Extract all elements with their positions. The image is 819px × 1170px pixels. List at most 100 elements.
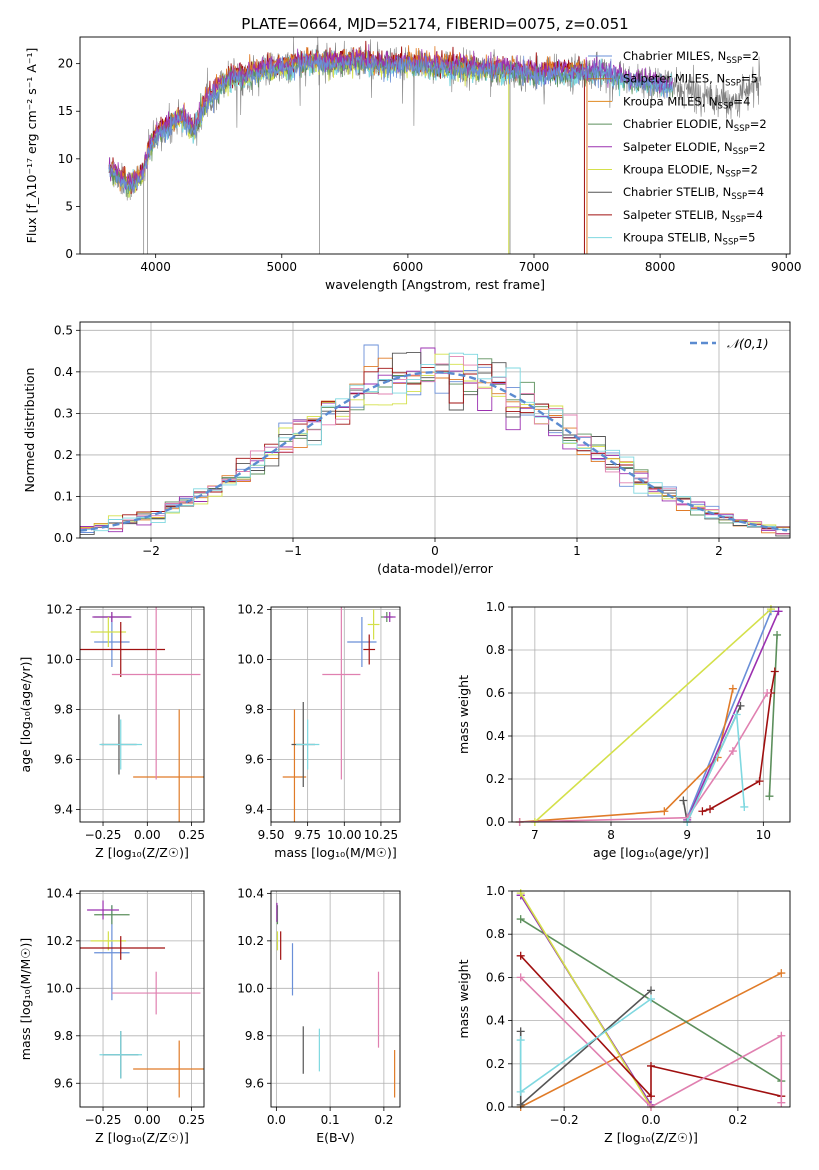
y-tick-label: 0 [65,247,73,261]
y-tick-label: 0.0 [486,1100,505,1114]
x-tick-label: 10.25 [364,828,398,842]
y-tick-label: 0.2 [54,448,73,462]
mass-weight-marker [777,1031,786,1040]
legend-label: Chabrier ELODIE, N [623,117,734,131]
legend-entry: Salpeter MILES, NSSP=5 [623,72,758,89]
y-tick-label: 0.2 [486,1057,505,1071]
y-tick-label: 0.4 [54,365,73,379]
legend-label: Chabrier STELIB, N [623,185,731,199]
mass-weight-marker [774,607,783,616]
axes-frame [79,321,791,539]
y-tick-label: 0.1 [54,489,73,503]
x-tick-label: 0.2 [374,1113,393,1127]
model-spectrum [108,50,673,194]
x-tick-label: 0.0 [267,1113,286,1127]
y-tick-label: 9.6 [54,753,73,767]
legend-subscript: SSP [723,238,739,248]
y-tick-label: 9.6 [245,1076,264,1090]
y-axis-label: mass [log₁₀(M/M☉)] [18,938,33,1060]
legend-entry: Kroupa STELIB, NSSP=5 [623,231,755,248]
legend-label: Kroupa STELIB, N [623,231,723,245]
residual-histogram [80,352,790,537]
mass-weight-marker [516,889,525,898]
mass-weight-line [520,976,783,1107]
mass-weight-marker [770,667,779,676]
legend-suffix: =4 [747,185,764,199]
x-tick-label: 7000 [519,260,550,274]
x-tick-label: 8000 [645,260,676,274]
x-tick-label: 9.50 [258,828,285,842]
axes-frame [511,606,791,823]
mass-vs-metallicity-panel: −0.25 0.00 0.25 9.6 9.8 10.0 10.2 10.4 Z [log₁₀(… [18,886,205,1145]
x-tick-label: 0.0 [641,1113,660,1127]
legend-entry: Salpeter ELODIE, NSSP=2 [623,140,766,157]
y-tick-label: 20 [58,57,73,71]
y-tick-label: 15 [58,104,73,118]
x-tick-label: 0.00 [134,1113,161,1127]
x-axis-label: Z [log₁₀(Z/Z☉)] [604,1130,698,1145]
y-axis-label: Normed distribution [22,368,37,493]
mass-weight-line [519,692,768,822]
legend-label: Salpeter MILES, N [623,72,725,86]
mass-weight-marker [516,951,525,960]
x-tick-label: 9 [683,828,691,842]
mass-weight-marker [777,1098,786,1107]
x-tick-label: 8 [607,828,615,842]
y-tick-label: 9.8 [54,1029,73,1043]
legend-label: Salpeter STELIB, N [623,208,730,222]
legend-subscript: SSP [733,147,749,157]
mass-weight-marker [660,807,669,816]
y-tick-label: 10.0 [46,653,73,667]
y-tick-label: 0.6 [486,686,505,700]
figure-title: PLATE=0664, MJD=52174, FIBERID=0075, z=0… [241,15,628,33]
axes-frame [511,890,791,1108]
y-tick-label: 9.8 [54,703,73,717]
y-tick-label: 0.8 [486,927,505,941]
mass-weight-marker [766,605,775,614]
x-tick-label: 10 [756,828,771,842]
mass-weight-marker [647,1092,655,1101]
y-tick-label: 0.0 [486,815,505,829]
x-tick-label: 5000 [267,260,298,274]
residual-histogram-panel: −2 −1 0 1 2 0.0 0.1 0.2 0.3 0.4 0.5 (data-model)/er… [22,321,791,576]
legend-subscript: SSP [730,215,746,225]
normal-distribution-curve [80,371,788,532]
y-axis-label: mass weight [456,675,471,754]
mass-weight-marker [777,969,786,978]
x-tick-label: −1 [284,544,302,558]
legend-suffix: =2 [750,117,767,131]
mass-weight-line [686,610,772,819]
legend-label: Kroupa ELODIE, N [623,163,725,177]
x-tick-label: 2 [715,544,723,558]
y-tick-label: 10.2 [46,934,73,948]
x-tick-label: −0.2 [550,1113,579,1127]
y-tick-label: 0.5 [54,323,73,337]
x-axis-label: Z [log₁₀(Z/Z☉)] [95,1130,189,1145]
x-tick-label: 4000 [140,260,171,274]
y-tick-label: 5 [65,199,73,213]
y-tick-label: 10.0 [46,981,73,995]
age-vs-metallicity-panel: −0.25 0.00 0.25 9.4 9.6 9.8 10.0 10.2 Z [log₁₀(Z… [18,603,205,861]
y-tick-label: 0.2 [486,772,505,786]
mass-weight-marker [647,986,655,995]
mass-weight-marker [516,915,525,924]
x-tick-label: 6000 [393,260,424,274]
axes-frame [79,36,791,255]
x-tick-label: 0.25 [178,828,205,842]
legend-entry: Salpeter STELIB, NSSP=4 [623,208,763,225]
y-tick-label: 9.4 [245,803,264,817]
legend-suffix: =5 [741,72,758,86]
mass-weight-marker [728,747,737,756]
legend-suffix: =4 [746,208,763,222]
mass-weight-vs-age-panel: 7 8 9 10 0.0 0.2 0.4 0.6 0.8 1.0 age [log₁₀(age/yr… [456,600,791,860]
y-tick-label: 9.8 [245,703,264,717]
y-tick-label: 0.6 [486,970,505,984]
mass-weight-marker [647,995,655,1003]
y-tick-label: 10.0 [237,981,264,995]
x-tick-label: 7 [531,828,539,842]
legend-subscript: SSP [734,124,750,134]
y-tick-label: 9.8 [245,1029,264,1043]
legend-entry: Chabrier ELODIE, NSSP=2 [623,117,767,134]
x-axis-label: wavelength [Angstrom, rest frame] [325,277,545,292]
